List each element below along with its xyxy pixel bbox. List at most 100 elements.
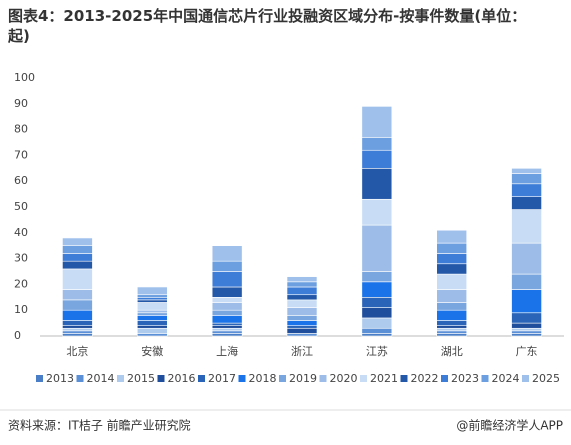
bar-segment <box>511 173 542 185</box>
x-tick-label: 北京 <box>66 344 88 358</box>
bar-segment <box>436 229 468 244</box>
credit: @前瞻经济学人APP <box>456 418 563 433</box>
bar-segment <box>511 289 542 314</box>
bar-segment <box>511 242 542 275</box>
bar-segment <box>211 271 243 288</box>
y-tick-label: 30 <box>14 252 28 265</box>
legend-swatch <box>117 375 124 382</box>
bar-segment <box>136 302 168 311</box>
legend-swatch <box>238 375 246 382</box>
legend-label: 2024 <box>492 372 520 385</box>
legend-label: 2025 <box>532 372 560 385</box>
bar-segment <box>511 183 542 197</box>
legend-swatch <box>198 375 205 382</box>
bar-segment <box>62 325 93 329</box>
bar-segment <box>136 312 168 316</box>
bar-segment <box>211 330 243 334</box>
bar-segment <box>136 294 168 298</box>
bar-segment <box>62 245 93 254</box>
bar-segment <box>511 209 542 244</box>
bar-segment <box>62 268 93 290</box>
bar-segment <box>62 327 93 332</box>
bar-segment <box>286 325 318 329</box>
legend-label: 2017 <box>208 372 236 385</box>
bar-segment <box>361 168 393 200</box>
bar-segment <box>136 296 168 301</box>
y-tick-label: 60 <box>14 174 28 187</box>
bar-segment <box>361 296 393 308</box>
bar-segment <box>211 286 243 298</box>
legend-swatch <box>481 375 489 382</box>
bar-segment <box>361 149 393 169</box>
bar-segment <box>211 302 243 311</box>
bar-segment <box>136 299 168 303</box>
bar-segment <box>286 286 318 296</box>
bar-segment <box>62 237 93 247</box>
legend-swatch <box>157 375 165 382</box>
bar-segment <box>211 245 243 262</box>
y-tick-label: 80 <box>14 123 28 136</box>
bar-segment <box>436 302 468 311</box>
x-tick-label: 浙江 <box>291 345 313 358</box>
bar-segment <box>286 315 318 321</box>
bar-segment <box>511 273 542 290</box>
legend-swatch <box>522 375 529 382</box>
y-tick-label: 70 <box>14 148 28 161</box>
bar-segment <box>436 327 468 332</box>
bar-segment <box>211 322 243 326</box>
bar-segment <box>361 317 393 329</box>
bar-segment <box>62 309 93 321</box>
bar-segment <box>136 315 168 321</box>
bar-segment <box>436 333 468 337</box>
bar-segment <box>436 242 468 254</box>
y-tick-label: 40 <box>14 226 28 239</box>
bar-segment <box>361 333 393 337</box>
source: 资料来源：IT桔子 前瞻产业研究院 <box>8 418 191 433</box>
legend-label: 2020 <box>330 372 358 385</box>
legend-label: 2015 <box>127 372 155 385</box>
bar-segment <box>436 330 468 334</box>
legend-swatch <box>319 375 327 382</box>
legend-label: 2023 <box>451 372 479 385</box>
bar-segment <box>286 281 318 288</box>
bar-segment <box>361 281 393 298</box>
legend-label: 2022 <box>411 372 439 385</box>
y-tick-label: 0 <box>14 329 21 342</box>
bar-segment <box>436 289 468 303</box>
x-tick-label: 上海 <box>216 344 238 358</box>
bar-segment <box>361 224 393 272</box>
legend-swatch <box>360 375 367 382</box>
bar-segment <box>211 296 243 303</box>
bar-segment <box>361 327 393 334</box>
y-tick-label: 10 <box>14 303 28 316</box>
legend-swatch <box>279 375 286 382</box>
bar-segment <box>361 307 393 319</box>
bar-segment <box>62 253 93 262</box>
bar-segment <box>136 327 168 334</box>
x-tick-label: 安徽 <box>141 344 163 358</box>
bar-segment <box>436 320 468 326</box>
bar-segment <box>136 309 168 314</box>
bar-segment <box>436 325 468 329</box>
legend-swatch <box>441 375 448 382</box>
bar-segment <box>62 330 93 334</box>
bar-segment <box>62 333 93 337</box>
bar-segment <box>62 289 93 301</box>
bar-segment <box>286 327 318 334</box>
bar-segment <box>361 137 393 151</box>
bar-segment <box>211 260 243 272</box>
bar-segment <box>211 309 243 316</box>
legend-label: 2021 <box>370 372 398 385</box>
bar-segment <box>286 276 318 283</box>
bar-segment <box>436 253 468 265</box>
bar-segment <box>286 299 318 308</box>
y-tick-label: 20 <box>14 277 28 290</box>
bar-segment <box>62 260 93 270</box>
bar-segment <box>286 320 318 326</box>
legend-swatch <box>76 375 84 382</box>
legend-label: 2014 <box>87 372 115 385</box>
legend-swatch <box>400 375 408 382</box>
legend-label: 2016 <box>168 372 196 385</box>
bar-segment <box>62 299 93 311</box>
bar-segment <box>436 273 468 290</box>
